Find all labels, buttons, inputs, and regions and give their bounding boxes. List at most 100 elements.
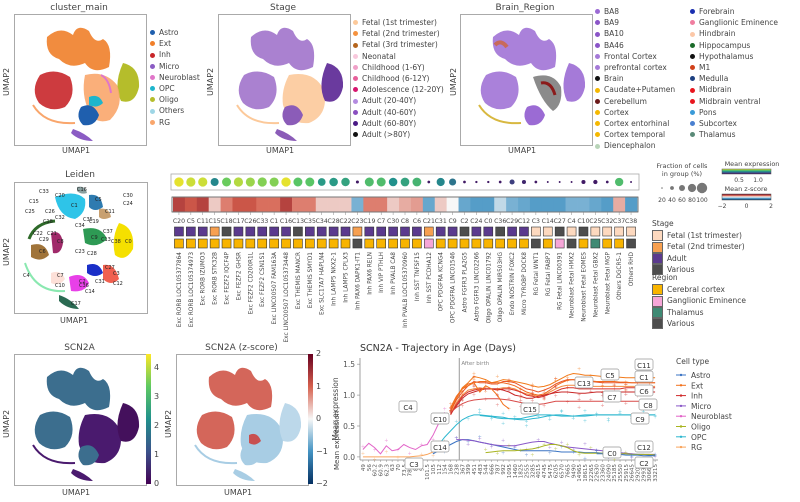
stage-box <box>388 226 398 237</box>
region-box <box>495 238 505 249</box>
cluster-name-label: Others DGCR5-1 <box>617 252 623 300</box>
cluster-name-label: Neuroblast Fetal GBX2 <box>593 252 599 318</box>
series-point: + <box>472 374 476 380</box>
heat-cell-C12 <box>518 197 531 212</box>
series-point: + <box>501 438 505 444</box>
dot-C22 <box>341 177 350 187</box>
series-point: + <box>384 438 388 444</box>
dot-C27 <box>558 181 561 183</box>
stage-box <box>590 226 601 237</box>
series-point: + <box>495 451 499 457</box>
series-point: + <box>542 396 546 402</box>
cluster-name-label: Exc FEZF2 CD200R1L <box>248 251 254 314</box>
cluster-name-label: Oligo OPALIN LINC01792 <box>486 252 492 324</box>
dot-C34 <box>317 178 326 186</box>
scn2a-z-ylabel: UMAP2 <box>164 409 173 438</box>
cluster-legend-swatch <box>150 74 155 80</box>
region-legend-swatch <box>595 9 600 15</box>
region-box <box>602 238 613 249</box>
series-point: + <box>501 451 505 457</box>
cluster-label: C17 <box>232 218 244 225</box>
region-box <box>483 238 494 249</box>
heat-cell-C3 <box>529 197 543 212</box>
region-legend-swatch <box>595 143 600 149</box>
series-point: + <box>565 442 569 448</box>
heat-cell-C8 <box>399 197 412 212</box>
scn2a-z-colorbar-label: Mean expression <box>333 410 341 470</box>
region-box <box>209 238 220 249</box>
x-tick-label: 3285 <box>530 464 536 479</box>
series-point: + <box>577 367 581 373</box>
cluster-legend-swatch <box>150 108 155 114</box>
region-box <box>221 238 232 249</box>
scn2a-scatter <box>32 367 140 481</box>
size-legend-title: Fraction of cells <box>657 162 709 170</box>
stage-annot-legend-label: Fetal (1st trimester) <box>667 231 742 241</box>
x-tick-label: 666 <box>489 464 495 475</box>
region-legend-label: Thalamus <box>699 130 736 140</box>
cluster-label: C3 <box>532 218 540 225</box>
series-point: + <box>513 415 517 421</box>
series-point: + <box>589 446 593 452</box>
region-legend-item: Hindbrain <box>690 28 778 39</box>
series-point: + <box>507 388 511 394</box>
series-point: + <box>361 444 365 450</box>
cluster-legend-item: Neuroblast <box>150 72 200 83</box>
colorbar-tick: −1 <box>316 446 328 456</box>
series-label-C1: C1 <box>634 370 654 383</box>
region-legend-item: Hypothalamus <box>690 51 778 62</box>
region-box <box>447 238 458 249</box>
region-legend-item: Frontal Cortex <box>595 51 675 62</box>
series-point: + <box>635 394 639 400</box>
series-point: + <box>542 388 546 394</box>
stage-box <box>281 226 291 237</box>
series-label-text: C12 <box>637 444 651 452</box>
region-annot-legend-swatch <box>652 284 663 296</box>
leiden-cluster-label: C33 <box>39 189 49 195</box>
x-tick-label: 6570 <box>560 464 566 479</box>
series-label-C0: C0 <box>602 446 622 459</box>
x-tick-label: 7665 <box>565 464 571 479</box>
expr-legend-title: Mean expression <box>725 160 780 168</box>
colorbar-tick: 2 <box>316 349 322 358</box>
series-point: + <box>548 415 552 421</box>
stage-legend-item: Adult (40-60Y) <box>353 107 444 118</box>
size-legend-dot <box>670 186 674 190</box>
cluster-legend-label: Ext <box>159 39 172 49</box>
stage-legend-label: Fetal (1st trimester) <box>362 18 437 27</box>
region-legend-label: Hindbrain <box>699 29 736 39</box>
region-legend-item: BA46 <box>595 40 675 51</box>
series-point: + <box>606 417 610 423</box>
region-legend-swatch <box>690 87 695 93</box>
region-legend-swatch <box>595 87 600 93</box>
region-legend-label: Midbrain <box>699 85 732 95</box>
dot-C4 <box>570 181 573 183</box>
series-point: + <box>618 409 622 415</box>
stage-box <box>554 226 565 237</box>
region-legend-swatch <box>595 20 600 26</box>
series-point: + <box>507 407 511 413</box>
cluster-legend-item: Oligo <box>150 94 200 105</box>
legend-marker <box>679 425 683 428</box>
stage-box <box>245 226 256 237</box>
cluster-name-label: Endo NOSTRIN FOXC2 <box>510 252 516 316</box>
series-point: + <box>595 448 599 454</box>
series-point: + <box>507 396 511 402</box>
heat-cell-C13 <box>291 197 305 212</box>
series-line-C15 <box>450 382 510 410</box>
stage-box <box>447 226 458 237</box>
series-point: + <box>466 439 470 445</box>
dot-C6 <box>412 177 422 187</box>
dot-C14 <box>546 181 549 183</box>
stage-box <box>614 226 624 237</box>
x-tick-label: 6205 <box>554 464 560 479</box>
cluster-name-label: Oligo OPALIN MIR503HG <box>498 251 504 322</box>
leiden-cluster-label: C26 <box>45 209 55 215</box>
series-point: + <box>542 404 546 410</box>
y-tick-label: 1.0 <box>343 391 355 400</box>
series-label-text: C4 <box>403 404 413 412</box>
stage-box <box>269 226 279 237</box>
series-point: + <box>612 386 616 392</box>
leiden-cluster-label: C10 <box>55 283 65 289</box>
size-legend-dot <box>687 183 697 193</box>
